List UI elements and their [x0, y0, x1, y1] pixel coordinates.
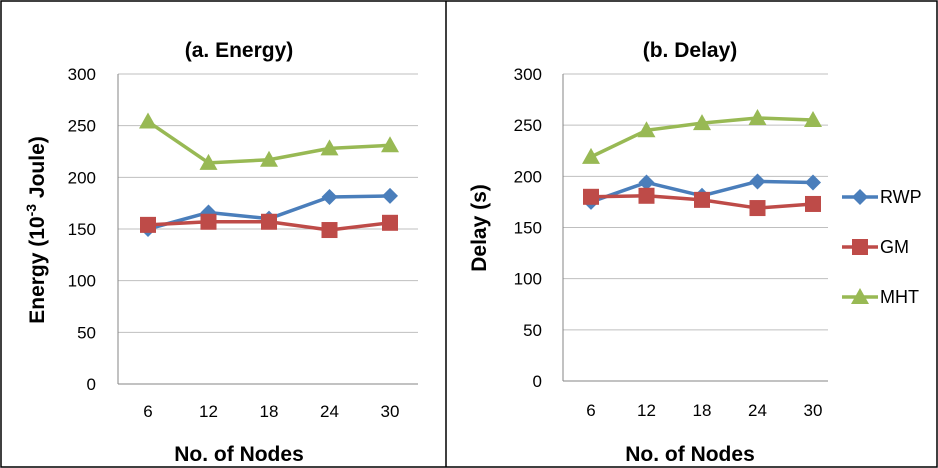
legend-marker-gm — [852, 239, 868, 255]
delay-point-mht — [748, 109, 767, 126]
delay-y-tick-label: 150 — [514, 219, 542, 238]
legend-marker-mht — [851, 288, 869, 304]
energy-y-tick-label: 50 — [77, 323, 96, 342]
energy-x-tick-label: 24 — [320, 402, 339, 421]
delay-x-tick-label: 24 — [748, 401, 767, 420]
energy-y-axis-title: Energy (10-3 Joule) — [23, 136, 49, 324]
energy-y-tick-label: 150 — [68, 220, 96, 239]
delay-point-rwp — [638, 174, 655, 191]
delay-x-tick-label: 30 — [804, 401, 823, 420]
delay-x-tick-label: 12 — [637, 401, 656, 420]
energy-x-tick-label: 30 — [381, 402, 400, 421]
delay-y-tick-label: 250 — [514, 116, 542, 135]
delay-series — [582, 109, 822, 217]
energy-point-gm — [261, 213, 277, 230]
energy-point-gm — [200, 213, 217, 230]
delay-point-gm — [749, 200, 766, 217]
delay-point-rwp — [749, 173, 766, 190]
delay-point-mht — [582, 147, 600, 164]
delay-point-mht — [804, 111, 822, 128]
energy-y-label-main: Energy (10 — [26, 216, 49, 323]
delay-chart: (b. Delay) Delay (s) 050100150200250300 … — [468, 39, 922, 466]
energy-x-tick-label: 18 — [260, 402, 279, 421]
energy-point-rwp — [382, 187, 398, 204]
energy-y-ticks: 0 50 100 150 200 250 300 — [68, 65, 96, 394]
delay-point-gm — [583, 188, 599, 205]
delay-y-tick-label: 100 — [514, 270, 542, 289]
energy-point-mht — [199, 153, 218, 170]
delay-y-tick-label: 200 — [514, 167, 542, 186]
delay-chart-title: (b. Delay) — [643, 39, 738, 62]
legend-label-gm: GM — [880, 237, 909, 257]
delay-y-tick-label: 0 — [533, 372, 542, 391]
energy-point-mht — [320, 139, 339, 156]
delay-point-mht — [693, 114, 711, 131]
delay-y-tick-label: 50 — [523, 321, 542, 340]
energy-chart: (a. Energy) Energy (10-3 Joule) 0 50 100 15… — [23, 39, 418, 466]
energy-point-mht — [139, 112, 157, 129]
svg-text:Energy (10-3 Joule): Energy (10-3 Joule) — [23, 136, 49, 324]
energy-point-mht — [381, 136, 399, 153]
energy-y-tick-label: 100 — [68, 272, 96, 291]
energy-y-tick-label: 300 — [68, 65, 96, 84]
energy-y-tick-label: 0 — [87, 375, 96, 394]
energy-y-label-tail: Joule) — [26, 136, 49, 204]
energy-x-tick-label: 12 — [199, 402, 218, 421]
energy-x-tick-label: 6 — [143, 402, 152, 421]
delay-point-gm — [638, 187, 655, 204]
energy-chart-title: (a. Energy) — [185, 39, 294, 62]
energy-y-tick-label: 250 — [68, 117, 96, 136]
delay-point-mht — [637, 121, 656, 138]
delay-x-tick-label: 18 — [693, 401, 712, 420]
energy-gridlines — [117, 73, 418, 385]
energy-y-label-sup: -3 — [23, 204, 39, 217]
delay-y-axis-title: Delay (s) — [468, 184, 491, 272]
delay-x-ticks: 6 12 18 24 30 — [586, 401, 822, 420]
energy-point-rwp — [321, 188, 338, 205]
delay-gridlines — [562, 73, 828, 382]
legend-label-mht: MHT — [880, 287, 919, 307]
delay-point-gm — [694, 191, 710, 208]
energy-x-axis-title: No. of Nodes — [174, 443, 304, 466]
legend-label-rwp: RWP — [880, 187, 922, 207]
delay-point-rwp — [805, 174, 821, 191]
energy-point-mht — [260, 150, 278, 167]
energy-point-gm — [140, 216, 156, 233]
legend-marker-rwp — [852, 189, 868, 205]
delay-point-gm — [805, 195, 821, 212]
energy-point-gm — [321, 222, 338, 239]
delay-y-tick-label: 300 — [514, 65, 542, 84]
delay-x-axis-title: No. of Nodes — [625, 443, 755, 466]
energy-point-gm — [382, 214, 398, 231]
energy-y-tick-label: 200 — [68, 168, 96, 187]
energy-x-ticks: 6 12 18 24 30 — [143, 402, 399, 421]
energy-series — [139, 112, 399, 239]
delay-x-tick-label: 6 — [586, 401, 595, 420]
legend: RWP GM MHT — [842, 187, 922, 307]
delay-y-ticks: 0 50 100 150 200 250 300 — [514, 65, 542, 391]
